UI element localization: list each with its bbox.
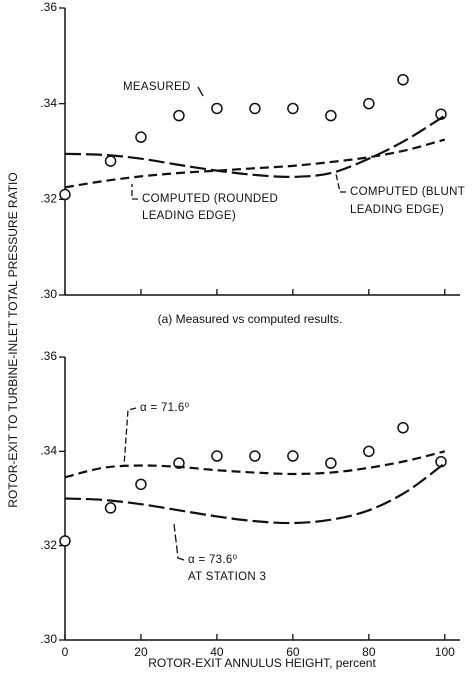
leader-line [173, 523, 185, 561]
data-point [173, 109, 185, 122]
y-tick-label: .34 [40, 96, 57, 110]
x-tick-label: 80 [362, 645, 376, 659]
curve [64, 462, 446, 525]
y-tick-label: .30 [40, 287, 57, 301]
leader-line [335, 173, 346, 193]
data-point [211, 450, 223, 462]
data-point [397, 74, 409, 86]
annotation: COMPUTED (BLUNT [350, 186, 465, 198]
data-point [59, 535, 71, 547]
y-tick-label: .34 [40, 444, 57, 458]
data-point [325, 457, 337, 469]
annotation: AT STATION 3 [188, 571, 266, 583]
data-point [397, 422, 409, 434]
data-point [135, 131, 147, 143]
curve [64, 450, 446, 479]
x-tick-label: 60 [286, 645, 300, 659]
annotation: MEASURED [123, 81, 191, 93]
data-point [363, 445, 375, 458]
data-point [135, 478, 147, 491]
data-point [287, 450, 299, 462]
annotation: LEADING EDGE) [142, 210, 236, 222]
y-tick-label: .30 [40, 632, 57, 646]
y-tick-label: .32 [40, 192, 57, 206]
curve [64, 114, 446, 179]
data-point [59, 188, 71, 201]
annotation: COMPUTED (ROUNDED [142, 193, 278, 205]
curve [64, 138, 446, 189]
x-tick-label: 40 [210, 645, 224, 659]
annotation: α = 73.6⁰ [188, 554, 238, 566]
leader-line [131, 184, 138, 200]
leader-line [123, 407, 137, 467]
x-axis-label: ROTOR-EXIT ANNULUS HEIGHT, percent [148, 656, 376, 670]
leader-line [197, 86, 204, 97]
y-tick-label: .36 [40, 349, 57, 363]
x-tick-label: 100 [435, 645, 455, 659]
data-point [363, 97, 375, 110]
annotation: α = 71.6⁰ [140, 402, 190, 414]
y-tick-label: .36 [40, 0, 57, 14]
data-point [173, 457, 185, 469]
data-point [211, 102, 223, 115]
data-point [249, 450, 261, 462]
data-point [104, 502, 117, 514]
x-tick-label: 20 [134, 645, 148, 659]
data-point [249, 102, 261, 115]
data-point [325, 109, 337, 122]
data-point [287, 102, 299, 115]
caption: (a) Measured vs computed results. [158, 312, 343, 326]
data-point [104, 155, 117, 167]
x-tick-label: 0 [62, 645, 69, 659]
y-tick-label: .32 [40, 538, 57, 552]
annotation: LEADING EDGE) [350, 204, 444, 216]
y-axis-label: ROTOR-EXIT TO TURBINE-INLET TOTAL PRESSU… [6, 172, 20, 507]
